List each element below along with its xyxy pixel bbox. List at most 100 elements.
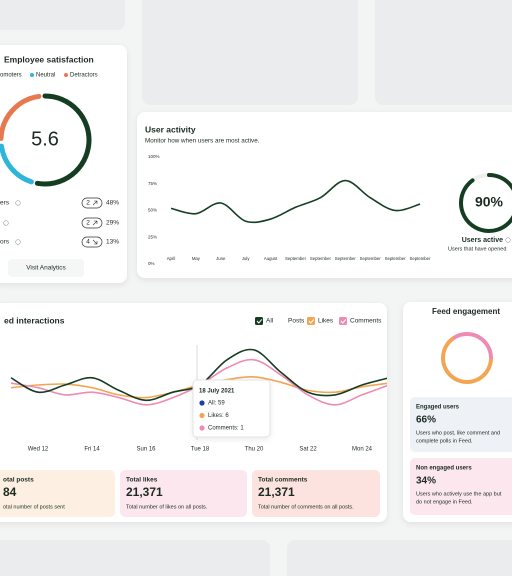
- legend-checkbox[interactable]: [307, 317, 315, 325]
- legend-label: All: [266, 318, 274, 325]
- stat-description: otal number of posts sent: [3, 504, 65, 510]
- y-tick-label: 75%: [148, 181, 157, 186]
- x-tick-label: September: [335, 256, 357, 261]
- x-tick-label: Tue 18: [191, 447, 210, 453]
- check: [256, 319, 263, 324]
- x-tick-label: September: [360, 256, 382, 261]
- ring-segment: [34, 93, 92, 187]
- count: 2: [86, 200, 90, 207]
- engaged-box: [410, 397, 512, 452]
- x-tick-label: Sat 22: [299, 447, 317, 453]
- stat-value: 21,371: [258, 485, 295, 499]
- legend-label: omoters: [0, 73, 22, 79]
- x-tick-label: August: [264, 256, 278, 261]
- card-title: Employee satisfaction: [4, 54, 94, 64]
- satisfaction-card: [0, 45, 127, 283]
- placeholder-card: [142, 0, 358, 105]
- stat-value: 21,371: [126, 485, 163, 499]
- x-tick-label: Wed 12: [28, 447, 49, 453]
- non-engaged-box: [410, 458, 512, 515]
- placeholder-card: [375, 0, 512, 105]
- x-tick-label: July: [242, 256, 250, 261]
- info-icon: [15, 239, 21, 245]
- x-tick-label: September: [385, 256, 407, 261]
- score: 5.6: [31, 128, 59, 150]
- legend-dot: [30, 73, 34, 77]
- tooltip-date: 18 July 2021: [199, 389, 235, 395]
- card-subtitle: Monitor how when users are most active.: [145, 138, 260, 145]
- info-icon: [505, 237, 511, 243]
- share: 48%: [106, 200, 119, 207]
- trend-arrow: [92, 239, 98, 245]
- donut-segment: [452, 332, 493, 360]
- legend-label: Detractors: [70, 73, 98, 79]
- segment-description: Users who actively use the app but: [416, 491, 502, 497]
- gauge-arc: [459, 173, 512, 233]
- row-label: ers: [0, 200, 10, 207]
- x-tick-label: April: [167, 256, 176, 261]
- tooltip-dot: [199, 425, 205, 431]
- count-badge: [81, 236, 103, 248]
- stat-box: [0, 470, 115, 517]
- ring-segment: [0, 143, 34, 185]
- placeholder-card: [0, 0, 125, 30]
- info-icon: [15, 200, 21, 206]
- legend-checkbox[interactable]: [255, 317, 263, 325]
- tooltip-item: Comments: 1: [208, 426, 244, 432]
- stat-title: Total comments: [258, 477, 308, 484]
- x-tick-label: Thu 20: [245, 447, 264, 453]
- segment-description: complete polls in Feed.: [416, 438, 473, 444]
- segment-description: do not engage in Feed.: [416, 499, 473, 505]
- legend-label: Likes: [318, 318, 334, 325]
- placeholder-card: [0, 540, 270, 576]
- x-tick-label: Fri 14: [84, 447, 100, 453]
- segment-description: Users who post, like comment and: [416, 430, 500, 436]
- stat-value: 84: [3, 485, 17, 499]
- analytics-button-bg[interactable]: [8, 259, 84, 277]
- x-tick-label: September: [310, 256, 332, 261]
- gauge-label: 90%: [475, 194, 504, 210]
- gauge-caption: Users active: [462, 237, 503, 244]
- placeholder-card: [287, 540, 512, 576]
- check: [340, 319, 347, 324]
- x-tick-label: June: [216, 256, 226, 261]
- stat-description: Total number of comments on all posts.: [258, 504, 354, 510]
- legend-checkbox[interactable]: [339, 317, 347, 325]
- share: 13%: [106, 239, 119, 246]
- check: [308, 319, 315, 324]
- legend-dot: [64, 73, 68, 77]
- count: 4: [86, 239, 90, 246]
- stat-box: [252, 470, 380, 517]
- tooltip-box: [192, 379, 271, 438]
- count-badge: [81, 217, 103, 229]
- analytics-button[interactable]: Visit Analytics: [26, 265, 66, 272]
- y-tick-label: 0%: [148, 261, 155, 266]
- count-badge: [81, 197, 103, 209]
- legend-label: Comments: [350, 318, 382, 325]
- x-tick-label: Sun 16: [136, 447, 156, 453]
- count: 2: [86, 220, 90, 227]
- legend-label: Neutral: [36, 73, 55, 79]
- segment-value: 34%: [416, 476, 436, 487]
- card-title: Feed engagement: [432, 307, 500, 316]
- x-tick-label: September: [409, 256, 431, 261]
- y-tick-label: 50%: [148, 208, 157, 213]
- card-title: ed interactions: [4, 315, 65, 325]
- row-label: ors: [0, 239, 10, 246]
- trend-arrow: [92, 200, 98, 206]
- trend-arrow: [92, 220, 98, 226]
- stat-box: [120, 470, 247, 517]
- share: 29%: [106, 220, 119, 227]
- gauge-note: Users that have opened: [448, 246, 506, 252]
- tooltip-item: All: 59: [208, 401, 225, 407]
- tooltip-item: Likes: 6: [208, 413, 229, 419]
- activity-line: [170, 179, 421, 224]
- card-title: User activity: [145, 124, 196, 134]
- stat-title: otal posts: [3, 477, 34, 484]
- ring-segment: [0, 93, 42, 141]
- segment-value: 66%: [416, 415, 436, 426]
- x-tick-label: May: [192, 256, 201, 261]
- segment-name: Engaged users: [416, 405, 460, 411]
